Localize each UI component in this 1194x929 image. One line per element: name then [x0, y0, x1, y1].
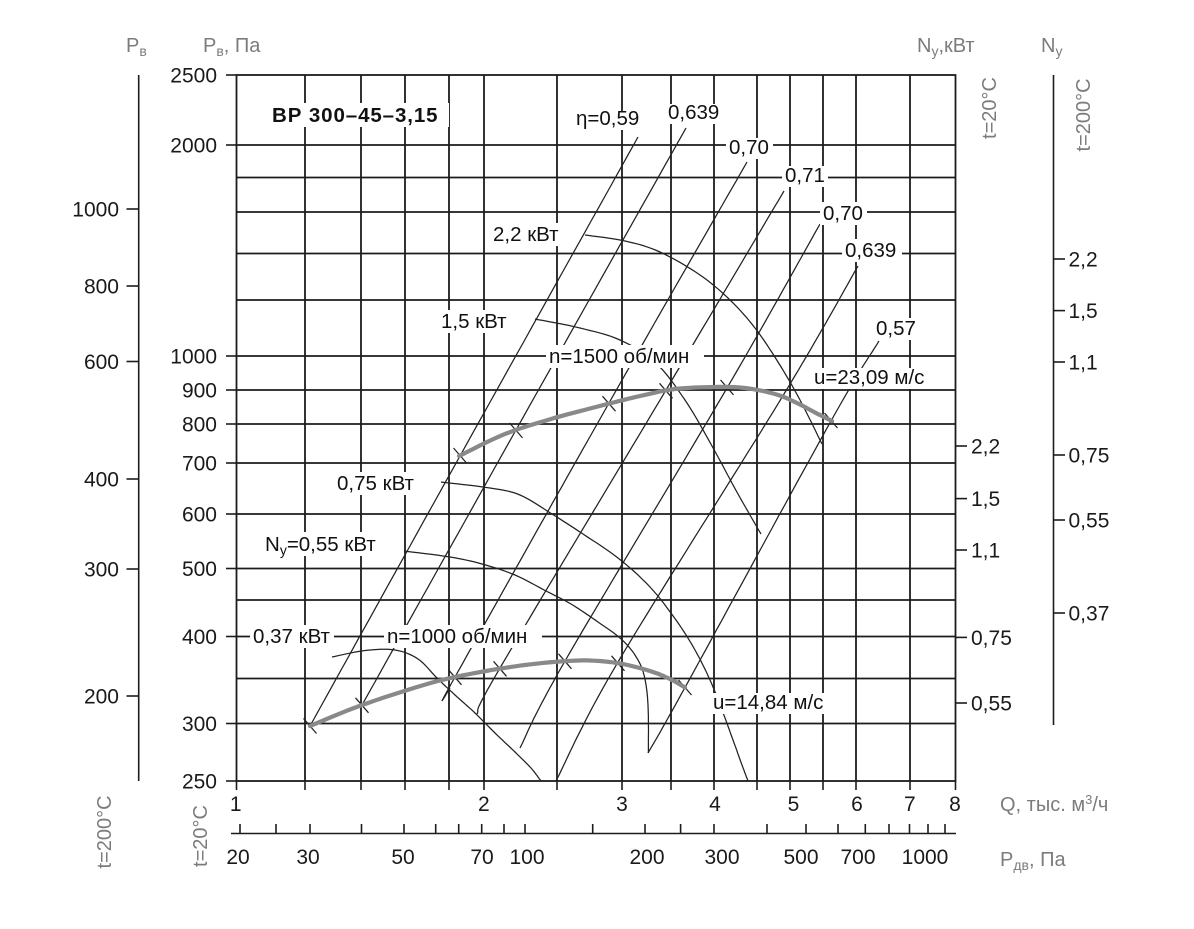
svg-text:t=20°C: t=20°C	[979, 77, 1001, 139]
svg-text:300: 300	[704, 846, 739, 869]
svg-text:300: 300	[182, 713, 217, 736]
svg-text:Nу,кВт: Nу,кВт	[917, 35, 975, 59]
svg-text:Pв, Па: Pв, Па	[203, 35, 261, 59]
svg-text:1000: 1000	[72, 199, 119, 222]
svg-text:600: 600	[84, 351, 119, 374]
svg-text:4: 4	[709, 793, 721, 816]
svg-text:800: 800	[182, 414, 217, 437]
svg-text:2,2: 2,2	[1069, 249, 1098, 272]
svg-text:2,2 кВт: 2,2 кВт	[493, 223, 559, 246]
svg-text:0,75: 0,75	[1069, 445, 1110, 468]
svg-text:20: 20	[226, 846, 249, 869]
svg-text:0,70: 0,70	[823, 202, 863, 225]
svg-text:0,75: 0,75	[971, 627, 1012, 650]
svg-text:5: 5	[788, 793, 800, 816]
svg-text:1,5: 1,5	[971, 488, 1000, 511]
svg-text:1: 1	[230, 793, 242, 816]
svg-text:0,71: 0,71	[785, 164, 825, 187]
svg-text:70: 70	[470, 846, 493, 869]
svg-text:2,2: 2,2	[971, 436, 1000, 459]
svg-text:100: 100	[509, 846, 544, 869]
svg-text:700: 700	[182, 453, 217, 476]
svg-text:1000: 1000	[902, 846, 949, 869]
svg-text:2: 2	[478, 793, 490, 816]
svg-text:700: 700	[840, 846, 875, 869]
svg-text:6: 6	[851, 793, 863, 816]
svg-text:400: 400	[182, 626, 217, 649]
svg-text:300: 300	[84, 559, 119, 582]
svg-text:t=200°C: t=200°C	[1073, 78, 1095, 151]
svg-text:0,37: 0,37	[1069, 603, 1110, 626]
svg-text:500: 500	[182, 558, 217, 581]
svg-text:250: 250	[182, 771, 217, 794]
svg-text:2000: 2000	[170, 135, 217, 158]
svg-text:3: 3	[616, 793, 628, 816]
svg-text:n=1500 об/мин: n=1500 об/мин	[549, 345, 689, 368]
svg-text:8: 8	[949, 793, 961, 816]
svg-text:t=200°C: t=200°C	[94, 795, 116, 868]
svg-text:η=0,59: η=0,59	[576, 107, 639, 130]
svg-text:400: 400	[84, 469, 119, 492]
svg-text:Q, тыс. м3/ч: Q, тыс. м3/ч	[1000, 792, 1108, 816]
svg-text:0,55: 0,55	[971, 693, 1012, 716]
svg-text:30: 30	[296, 846, 319, 869]
svg-text:50: 50	[391, 846, 414, 869]
svg-text:ВР 300–45–3,15: ВР 300–45–3,15	[272, 104, 438, 127]
svg-text:0,55: 0,55	[1069, 510, 1110, 533]
svg-text:200: 200	[84, 686, 119, 709]
svg-text:n=1000 об/мин: n=1000 об/мин	[387, 625, 527, 648]
svg-text:1000: 1000	[170, 346, 217, 369]
svg-text:1,5: 1,5	[1069, 300, 1098, 323]
svg-text:u=23,09 м/с: u=23,09 м/с	[814, 366, 924, 389]
svg-text:1,1: 1,1	[1069, 352, 1098, 375]
svg-text:0,75 кВт: 0,75 кВт	[337, 472, 415, 495]
svg-text:900: 900	[182, 380, 217, 403]
svg-text:600: 600	[182, 504, 217, 527]
svg-text:1,1: 1,1	[971, 540, 1000, 563]
svg-text:0,70: 0,70	[729, 136, 769, 159]
svg-text:200: 200	[629, 846, 664, 869]
svg-text:t=20°C: t=20°C	[190, 805, 212, 867]
svg-text:500: 500	[783, 846, 818, 869]
svg-text:0,639: 0,639	[668, 101, 719, 124]
svg-text:0,639: 0,639	[845, 239, 896, 262]
svg-text:u=14,84 м/с: u=14,84 м/с	[713, 691, 823, 714]
svg-text:0,37 кВт: 0,37 кВт	[253, 625, 331, 648]
svg-text:800: 800	[84, 276, 119, 299]
svg-text:2500: 2500	[170, 65, 217, 88]
svg-text:Pдв, Па: Pдв, Па	[1000, 849, 1066, 873]
svg-text:1,5 кВт: 1,5 кВт	[441, 310, 507, 333]
svg-text:7: 7	[904, 793, 916, 816]
svg-text:0,57: 0,57	[876, 317, 916, 340]
